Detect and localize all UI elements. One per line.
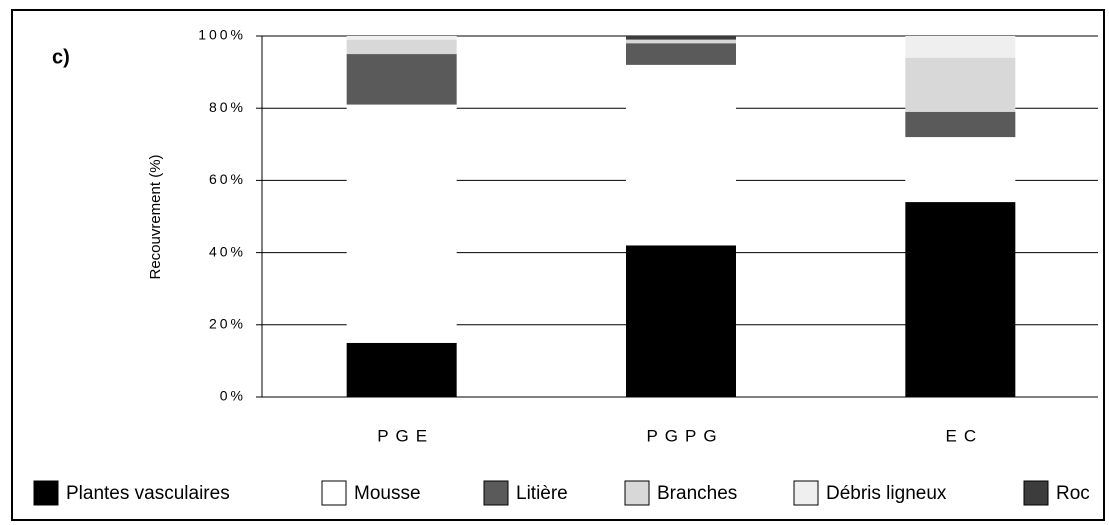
x-tick-label: PGE <box>377 426 434 445</box>
legend-label: Branches <box>657 483 737 504</box>
legend-swatch <box>1023 480 1049 506</box>
y-tick-label: 40% <box>209 243 246 259</box>
x-tick-label: EC <box>946 426 984 445</box>
bar-segment <box>346 104 457 343</box>
legend-label: Roc <box>1056 483 1090 504</box>
bar-segment <box>346 54 457 105</box>
y-tick-label: 100% <box>198 27 246 43</box>
legend-swatch <box>793 480 819 506</box>
bar-segment <box>905 57 1016 112</box>
bar-segment <box>905 111 1016 138</box>
frame <box>11 9 1105 521</box>
y-tick-label: 20% <box>209 316 246 332</box>
bar-segment <box>626 64 736 246</box>
bar-segment <box>626 39 736 44</box>
legend-label: Litière <box>516 483 568 504</box>
bar-segment <box>346 342 457 397</box>
bar-segment <box>905 137 1016 203</box>
panel-label: c) <box>52 46 70 68</box>
y-axis-label: Recouvrement (%) <box>147 154 164 279</box>
y-tick-label: 60% <box>209 171 246 187</box>
y-tick-label: 80% <box>209 99 246 115</box>
legend-swatch <box>483 480 509 506</box>
bar-segment <box>626 43 736 65</box>
y-tick-label: 0% <box>220 388 246 404</box>
legend-swatch <box>33 480 59 506</box>
legend-label: Mousse <box>354 483 421 504</box>
bar-segment <box>346 39 457 55</box>
bar-segment <box>626 245 736 397</box>
legend-label: Plantes vasculaires <box>66 483 230 504</box>
bar-segment <box>905 36 1016 58</box>
bar-segment <box>346 36 457 40</box>
legend-swatch <box>624 480 650 506</box>
bar-segment <box>905 202 1016 397</box>
legend-label: Débris ligneux <box>826 483 947 504</box>
x-tick-label: PGPG <box>646 426 723 445</box>
bar-segment <box>626 36 736 40</box>
legend-swatch <box>321 480 347 506</box>
